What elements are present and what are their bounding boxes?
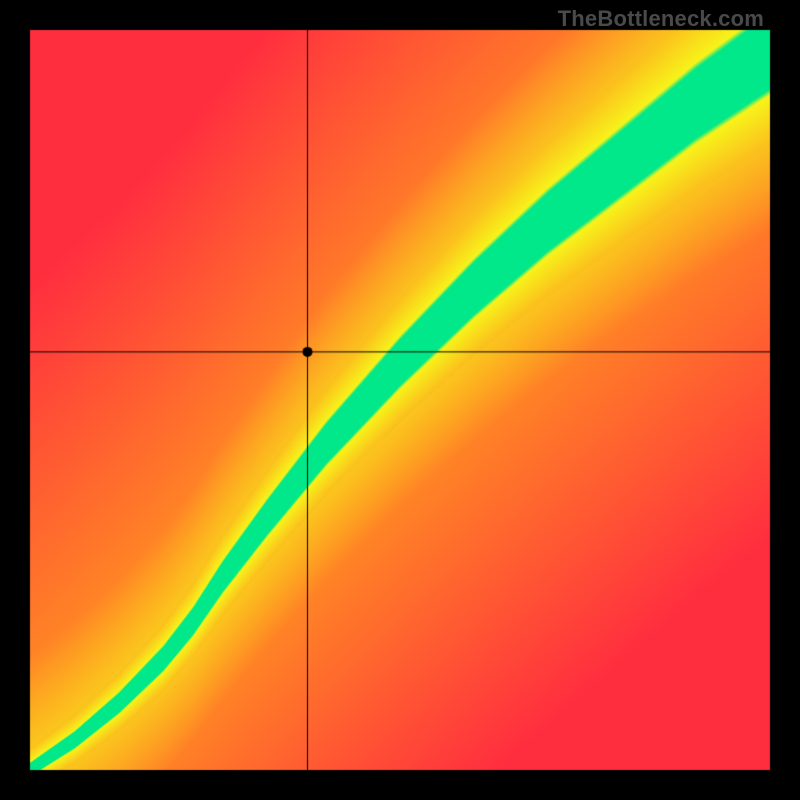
bottleneck-heatmap (0, 0, 800, 800)
chart-container: { "watermark": { "text": "TheBottleneck.… (0, 0, 800, 800)
watermark-text: TheBottleneck.com (558, 6, 764, 32)
